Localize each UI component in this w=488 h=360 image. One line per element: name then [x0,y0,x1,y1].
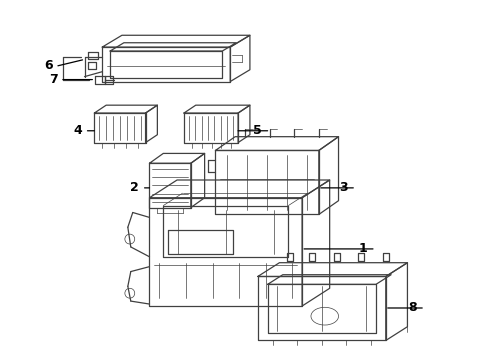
Text: 4: 4 [73,124,82,137]
Text: 8: 8 [407,301,416,315]
Text: 1: 1 [358,242,367,255]
Text: 6: 6 [44,59,52,72]
Text: 7: 7 [48,73,57,86]
Text: 3: 3 [339,181,347,194]
Text: 2: 2 [130,181,139,194]
Text: 5: 5 [253,124,262,137]
